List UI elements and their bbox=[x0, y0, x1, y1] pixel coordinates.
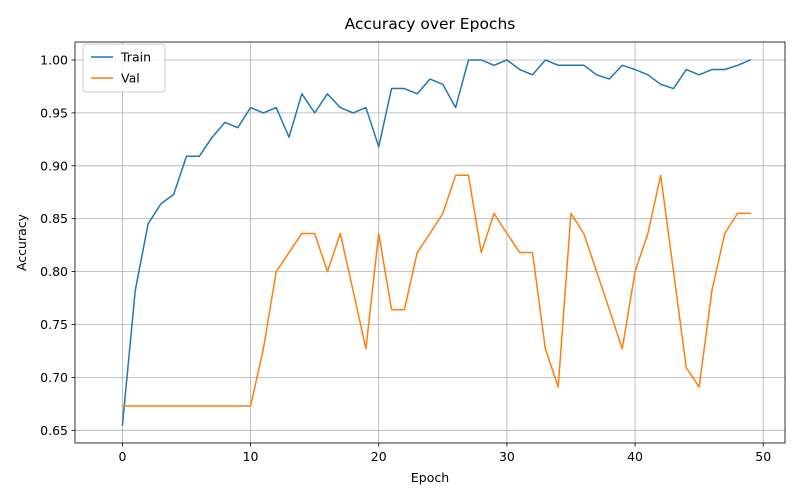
x-tick-label: 40 bbox=[627, 449, 643, 464]
y-tick-label: 0.70 bbox=[40, 370, 68, 385]
x-tick-label: 20 bbox=[371, 449, 387, 464]
x-tick-label: 50 bbox=[755, 449, 771, 464]
y-tick-label: 0.90 bbox=[40, 158, 68, 173]
y-tick-label: 0.85 bbox=[40, 211, 68, 226]
y-tick-label: 1.00 bbox=[40, 52, 68, 67]
axes-frame bbox=[74, 41, 786, 444]
x-axis-label: Epoch bbox=[411, 470, 449, 485]
grid-layer bbox=[75, 42, 785, 443]
y-tick-label: 0.65 bbox=[40, 423, 68, 438]
legend: Train Val bbox=[82, 43, 166, 93]
tick-layer: 0 10 20 30 40 50 0.65 0.70 0.75 0.80 0.85 0.90 0.95 1… bbox=[40, 52, 771, 464]
x-tick-label: 10 bbox=[243, 449, 259, 464]
legend-label-train: Train bbox=[120, 50, 151, 65]
series-line-val bbox=[121, 174, 752, 407]
y-axis-label: Accuracy bbox=[14, 213, 29, 271]
series-layer bbox=[121, 59, 752, 426]
chart-title: Accuracy over Epochs bbox=[345, 15, 516, 33]
y-tick-label: 0.95 bbox=[40, 105, 68, 120]
y-tick-label: 0.75 bbox=[40, 317, 68, 332]
y-tick-label: 0.80 bbox=[40, 264, 68, 279]
series-line-train bbox=[121, 59, 752, 426]
legend-label-val: Val bbox=[121, 71, 140, 86]
legend-box bbox=[82, 43, 166, 93]
x-tick-label: 0 bbox=[118, 449, 126, 464]
x-tick-label: 30 bbox=[499, 449, 515, 464]
